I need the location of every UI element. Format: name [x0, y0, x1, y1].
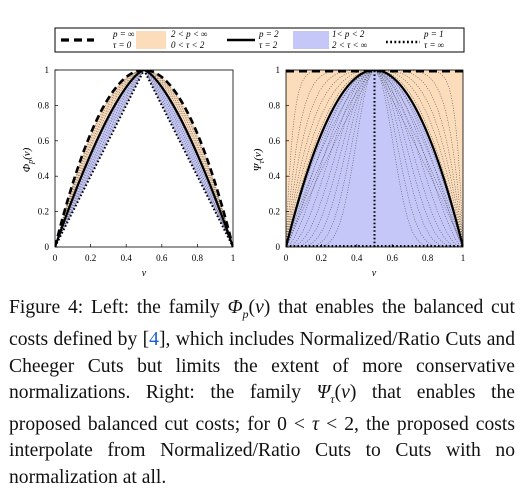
y-tick-label: 1 — [276, 65, 281, 75]
left-x-label: v — [142, 268, 147, 279]
legend-swatch-blue — [293, 31, 329, 49]
right-interp-curve — [286, 70, 463, 247]
y-tick-label: 0 — [276, 242, 281, 252]
x-tick-label: 0.2 — [85, 253, 96, 263]
x-tick-label: 1 — [231, 253, 236, 263]
left-interp-curve — [55, 70, 233, 247]
right-interp-curve — [286, 70, 463, 247]
x-tick-label: 0 — [53, 253, 58, 263]
left-interp-curve — [55, 70, 233, 247]
y-tick-label: 0.6 — [269, 136, 281, 146]
y-tick-label: 0 — [45, 242, 50, 252]
plot-right: 0 0.2 0.4 0.6 0.8 1 0 0.2 0.4 0.6 0.8 1 Ψτ(v) v — [252, 65, 465, 279]
y-tick-label: 0.2 — [38, 207, 49, 217]
right-ticks: 0 0.2 0.4 0.6 0.8 1 0 0.2 0.4 0.6 0.8 1 — [269, 65, 466, 263]
x-tick-label: 1 — [461, 253, 466, 263]
right-plot-frame — [285, 69, 464, 248]
plot-left: 0 0.2 0.4 0.6 0.8 1 0 0.2 0.4 0.6 0.8 1 Φp(v) v — [21, 65, 235, 279]
y-tick-label: 0.6 — [38, 136, 50, 146]
x-tick-label: 0.8 — [192, 253, 204, 263]
left-band-orange — [55, 70, 233, 247]
left-y-label: Φp(v) — [21, 147, 35, 172]
x-tick-label: 0.6 — [387, 253, 399, 263]
legend-item-3-line2: τ = 2 — [259, 40, 278, 50]
left-plot-frame — [54, 69, 234, 248]
right-y-label: Ψτ(v) — [252, 148, 266, 171]
y-tick-label: 0.4 — [38, 171, 50, 181]
right-interp-curve — [286, 70, 463, 247]
y-tick-label: 0.8 — [269, 100, 281, 110]
legend-item-4-line1: 1< p < 2 — [332, 29, 365, 39]
right-series-tau-2 — [286, 70, 463, 247]
legend-item-5-line1: p = 1 — [423, 29, 444, 39]
y-tick-label: 0.2 — [269, 207, 280, 217]
left-band-blue — [55, 70, 233, 247]
right-series-tau-inf — [286, 70, 463, 247]
left-series-p-1 — [55, 70, 233, 247]
right-interp-curve — [286, 70, 463, 247]
right-interp-curve — [286, 70, 463, 247]
right-interp-curve — [286, 70, 463, 247]
legend-box — [54, 27, 465, 53]
citation-link-4[interactable]: 4 — [149, 329, 159, 351]
x-tick-label: 0.2 — [316, 253, 327, 263]
left-plot-area — [55, 70, 233, 247]
legend-swatch-orange — [136, 31, 166, 49]
legend-item-2-line1: 2 < p < ∞ — [171, 29, 208, 39]
right-interp-curve — [286, 70, 463, 247]
x-tick-label: 0.4 — [351, 253, 363, 263]
legend-item-2-line2: 0 < τ < 2 — [171, 40, 205, 50]
left-ticks: 0 0.2 0.4 0.6 0.8 1 0 0.2 0.4 0.6 0.8 1 — [38, 65, 236, 263]
figure-caption: Figure 4: Left: the family Φp(v) that en… — [9, 297, 515, 488]
y-tick-label: 1 — [45, 65, 50, 75]
x-tick-label: 0 — [284, 253, 289, 263]
right-interp-curve — [286, 70, 463, 247]
legend-item-5-line2: τ = ∞ — [424, 40, 444, 50]
x-tick-label: 0.6 — [156, 253, 168, 263]
y-tick-label: 0.8 — [38, 100, 50, 110]
x-tick-label: 0.4 — [121, 253, 133, 263]
left-interp-curve — [55, 70, 233, 247]
figure-4: p = ∞ τ = 0 2 < p < ∞ 0 < τ < 2 p = 2 τ … — [21, 27, 465, 279]
left-series-p-inf — [55, 70, 233, 247]
legend-item-4-line2: 2 < τ < ∞ — [332, 40, 367, 50]
legend-item-3-line1: p = 2 — [258, 29, 279, 39]
left-series-p-2 — [55, 70, 233, 247]
right-interp-curve — [286, 70, 463, 247]
x-tick-label: 0.8 — [422, 253, 434, 263]
legend-item-1-line1: p = ∞ — [112, 29, 135, 39]
legend: p = ∞ τ = 0 2 < p < ∞ 0 < τ < 2 p = 2 τ … — [54, 27, 465, 53]
right-plot-area — [286, 70, 463, 247]
y-tick-label: 0.4 — [269, 171, 281, 181]
right-interp-curve — [286, 70, 463, 247]
legend-item-1-line2: τ = 0 — [113, 40, 132, 50]
right-x-label: v — [372, 268, 377, 279]
